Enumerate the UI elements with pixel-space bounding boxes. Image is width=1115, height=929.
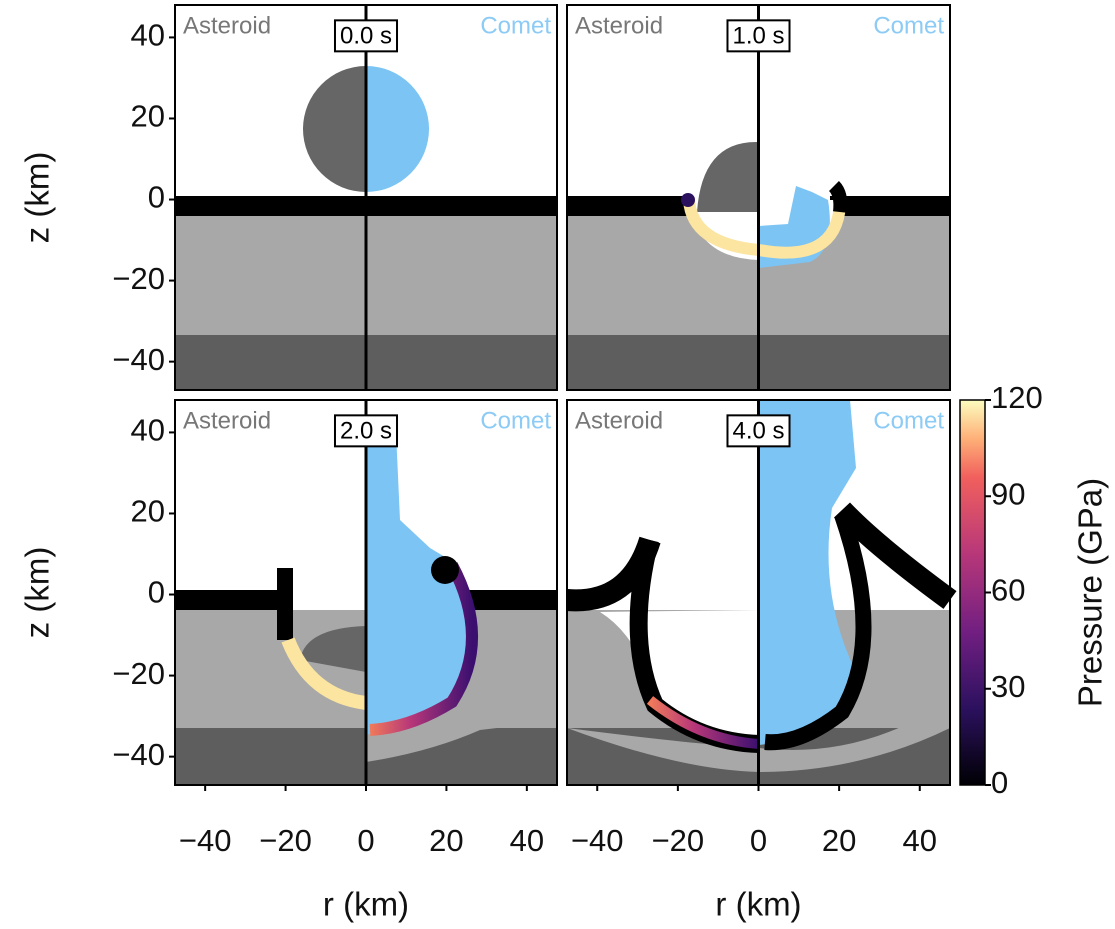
x-tick-label: −20 bbox=[259, 823, 312, 858]
x-tick-label: 0 bbox=[750, 823, 767, 858]
x-tick-label: 40 bbox=[903, 823, 937, 858]
y-tick-label: −40 bbox=[112, 737, 165, 772]
time-box bbox=[726, 414, 791, 448]
y-tick-label: 0 bbox=[148, 575, 165, 610]
x-tick-label: 20 bbox=[429, 823, 463, 858]
colorbar bbox=[959, 399, 986, 786]
y-tick-label: −40 bbox=[112, 342, 165, 377]
label-left: Asteroid bbox=[575, 407, 663, 434]
x-tick-label: 40 bbox=[510, 823, 544, 858]
y-axis-label: z (km) bbox=[19, 152, 56, 244]
y-tick-label: 20 bbox=[131, 494, 165, 529]
x-tick-label: 20 bbox=[822, 823, 856, 858]
panel-frame bbox=[566, 4, 951, 391]
label-right: Comet bbox=[873, 407, 944, 434]
time-label: 4.0 s bbox=[732, 417, 784, 444]
y-tick-label: 40 bbox=[131, 413, 165, 448]
colorbar-tick-label: 30 bbox=[991, 669, 1025, 704]
time-box bbox=[333, 414, 399, 448]
label-left: Asteroid bbox=[183, 407, 271, 434]
label-left: Asteroid bbox=[183, 12, 271, 39]
y-tick-label: 40 bbox=[131, 18, 165, 53]
panel-frame bbox=[174, 4, 558, 391]
label-left: Asteroid bbox=[575, 12, 663, 39]
x-tick-label: −20 bbox=[652, 823, 705, 858]
y-tick-label: −20 bbox=[112, 656, 165, 691]
colorbar-tick-label: 120 bbox=[991, 380, 1043, 415]
label-right: Comet bbox=[873, 12, 944, 39]
time-label: 0.0 s bbox=[340, 22, 392, 49]
y-axis-label: z (km) bbox=[19, 547, 56, 639]
label-right: Comet bbox=[480, 407, 551, 434]
time-box bbox=[726, 19, 791, 53]
time-box bbox=[333, 19, 399, 53]
colorbar-tick-label: 0 bbox=[991, 765, 1008, 800]
time-label: 1.0 s bbox=[732, 22, 784, 49]
x-tick-label: −40 bbox=[179, 823, 232, 858]
x-axis-label: r (km) bbox=[715, 886, 801, 923]
label-right: Comet bbox=[480, 12, 551, 39]
colorbar-tick-label: 90 bbox=[991, 476, 1025, 511]
time-label: 2.0 s bbox=[340, 417, 392, 444]
x-axis-label: r (km) bbox=[323, 886, 409, 923]
x-tick-label: −40 bbox=[571, 823, 624, 858]
x-tick-label: 0 bbox=[357, 823, 374, 858]
y-tick-label: 20 bbox=[131, 99, 165, 134]
y-tick-label: −20 bbox=[112, 261, 165, 296]
colorbar-label: Pressure (GPa) bbox=[1072, 478, 1109, 707]
colorbar-tick-label: 60 bbox=[991, 573, 1025, 608]
y-tick-label: 0 bbox=[148, 180, 165, 215]
